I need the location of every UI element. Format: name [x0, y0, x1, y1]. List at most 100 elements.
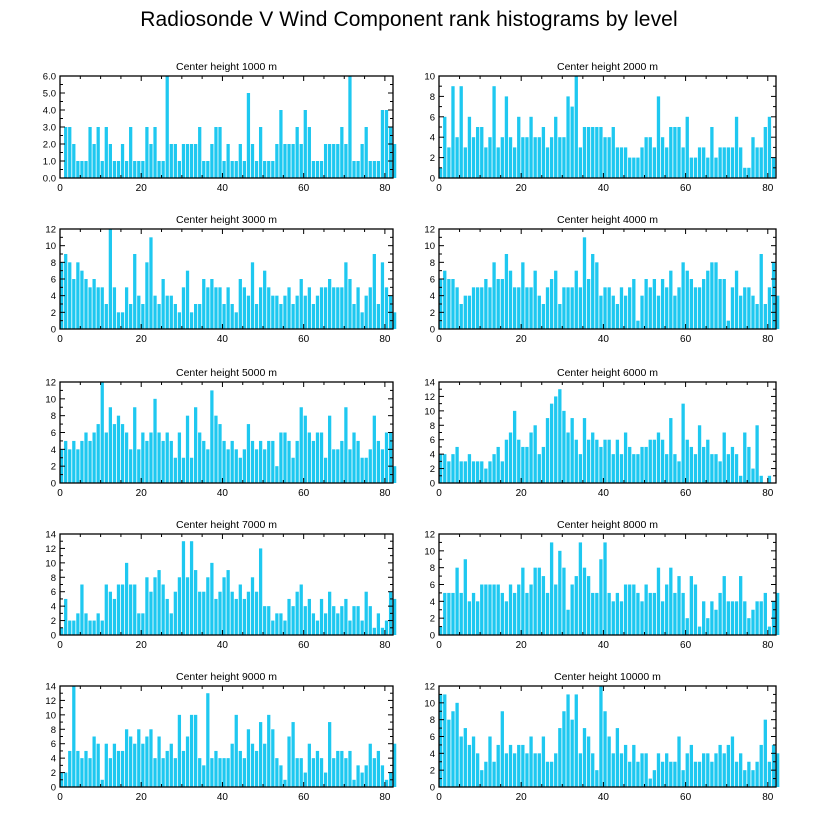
bar: [706, 270, 710, 329]
bar: [751, 770, 755, 787]
bar: [500, 711, 504, 787]
bar: [177, 432, 182, 483]
bar: [455, 446, 459, 483]
y-tick-label: 0: [430, 325, 435, 336]
bar: [471, 592, 476, 635]
x-tick-label: 60: [680, 488, 692, 499]
bar: [336, 287, 340, 329]
bar: [238, 750, 242, 787]
bar: [615, 304, 620, 329]
y-tick-label: 2: [430, 464, 435, 475]
y-tick-label: 6: [430, 580, 435, 591]
x-tick-label: 60: [680, 334, 692, 345]
bar: [173, 304, 177, 329]
y-tick-label: 2: [430, 153, 435, 164]
bar: [607, 736, 611, 787]
bar: [517, 744, 521, 787]
bar: [230, 743, 234, 787]
bar: [459, 86, 463, 178]
x-tick-label: 60: [680, 792, 692, 803]
bar: [218, 127, 222, 178]
bar: [364, 127, 368, 178]
bar: [628, 584, 632, 635]
bar: [640, 446, 644, 483]
bar: [177, 312, 182, 329]
bar: [88, 440, 92, 483]
bar: [352, 779, 356, 787]
x-tick-label: 60: [680, 640, 692, 651]
bar: [267, 714, 271, 787]
bar: [295, 440, 299, 483]
bar: [145, 440, 149, 483]
bar: [250, 440, 255, 483]
bar: [393, 598, 397, 635]
bar: [307, 598, 311, 635]
bar: [108, 407, 112, 483]
bar: [80, 584, 84, 635]
bar: [636, 320, 640, 329]
bar: [640, 147, 644, 178]
bar: [84, 750, 88, 787]
bar: [104, 127, 108, 178]
bar: [380, 262, 385, 329]
bar: [586, 279, 591, 329]
bar: [484, 279, 488, 329]
bar: [323, 613, 328, 635]
bar: [311, 613, 316, 635]
bar: [315, 295, 320, 329]
y-tick-label: 3.0: [43, 123, 56, 134]
bar: [640, 601, 644, 635]
bar: [685, 270, 689, 329]
bar: [492, 761, 496, 787]
bar: [254, 449, 259, 483]
bar: [517, 287, 521, 329]
bar: [665, 454, 669, 483]
bar: [475, 461, 480, 483]
x-tick-label: 80: [379, 640, 391, 651]
bar: [619, 454, 624, 483]
bar: [332, 287, 336, 329]
bar: [603, 711, 607, 787]
bar: [484, 468, 488, 483]
chart-panel-3: Center height 3000 m 0 20 40 60 80 0 2 4 6 8 10 12: [45, 214, 397, 345]
bar: [689, 279, 694, 329]
bar: [364, 765, 368, 787]
bar: [72, 620, 76, 635]
bar: [137, 613, 141, 635]
x-tick-label: 0: [57, 488, 63, 499]
bar: [751, 295, 755, 329]
bar: [615, 592, 620, 635]
y-tick-label: 10: [45, 558, 56, 569]
y-tick-label: 10: [424, 72, 435, 83]
bar: [189, 541, 194, 635]
bar: [137, 729, 141, 787]
bar: [656, 567, 661, 635]
bar: [562, 137, 566, 178]
bar: [463, 461, 467, 483]
bar: [210, 144, 214, 178]
bar: [681, 262, 685, 329]
bar: [599, 559, 603, 635]
bar: [578, 542, 583, 635]
bar: [467, 601, 472, 635]
bar: [250, 743, 255, 787]
bar: [250, 144, 255, 178]
bar: [673, 592, 677, 635]
bar: [574, 76, 578, 178]
chart-panel-7: Center height 7000 m 0 20 40 60 80 0 2 4 6 8 10 12 14: [45, 519, 397, 651]
bar: [595, 770, 599, 787]
y-tick-label: 4: [430, 291, 435, 302]
bar: [384, 110, 389, 178]
y-tick-label: 8: [430, 715, 435, 726]
bar: [124, 729, 129, 787]
x-tick-label: 60: [680, 183, 692, 194]
bar: [315, 620, 320, 635]
bar: [562, 567, 566, 635]
y-tick-label: 6: [430, 732, 435, 743]
y-tick-label: 6: [51, 275, 56, 286]
bar: [230, 440, 234, 483]
bar: [283, 620, 287, 635]
bar: [607, 592, 611, 635]
bar: [685, 439, 689, 483]
x-tick-label: 40: [217, 488, 229, 499]
